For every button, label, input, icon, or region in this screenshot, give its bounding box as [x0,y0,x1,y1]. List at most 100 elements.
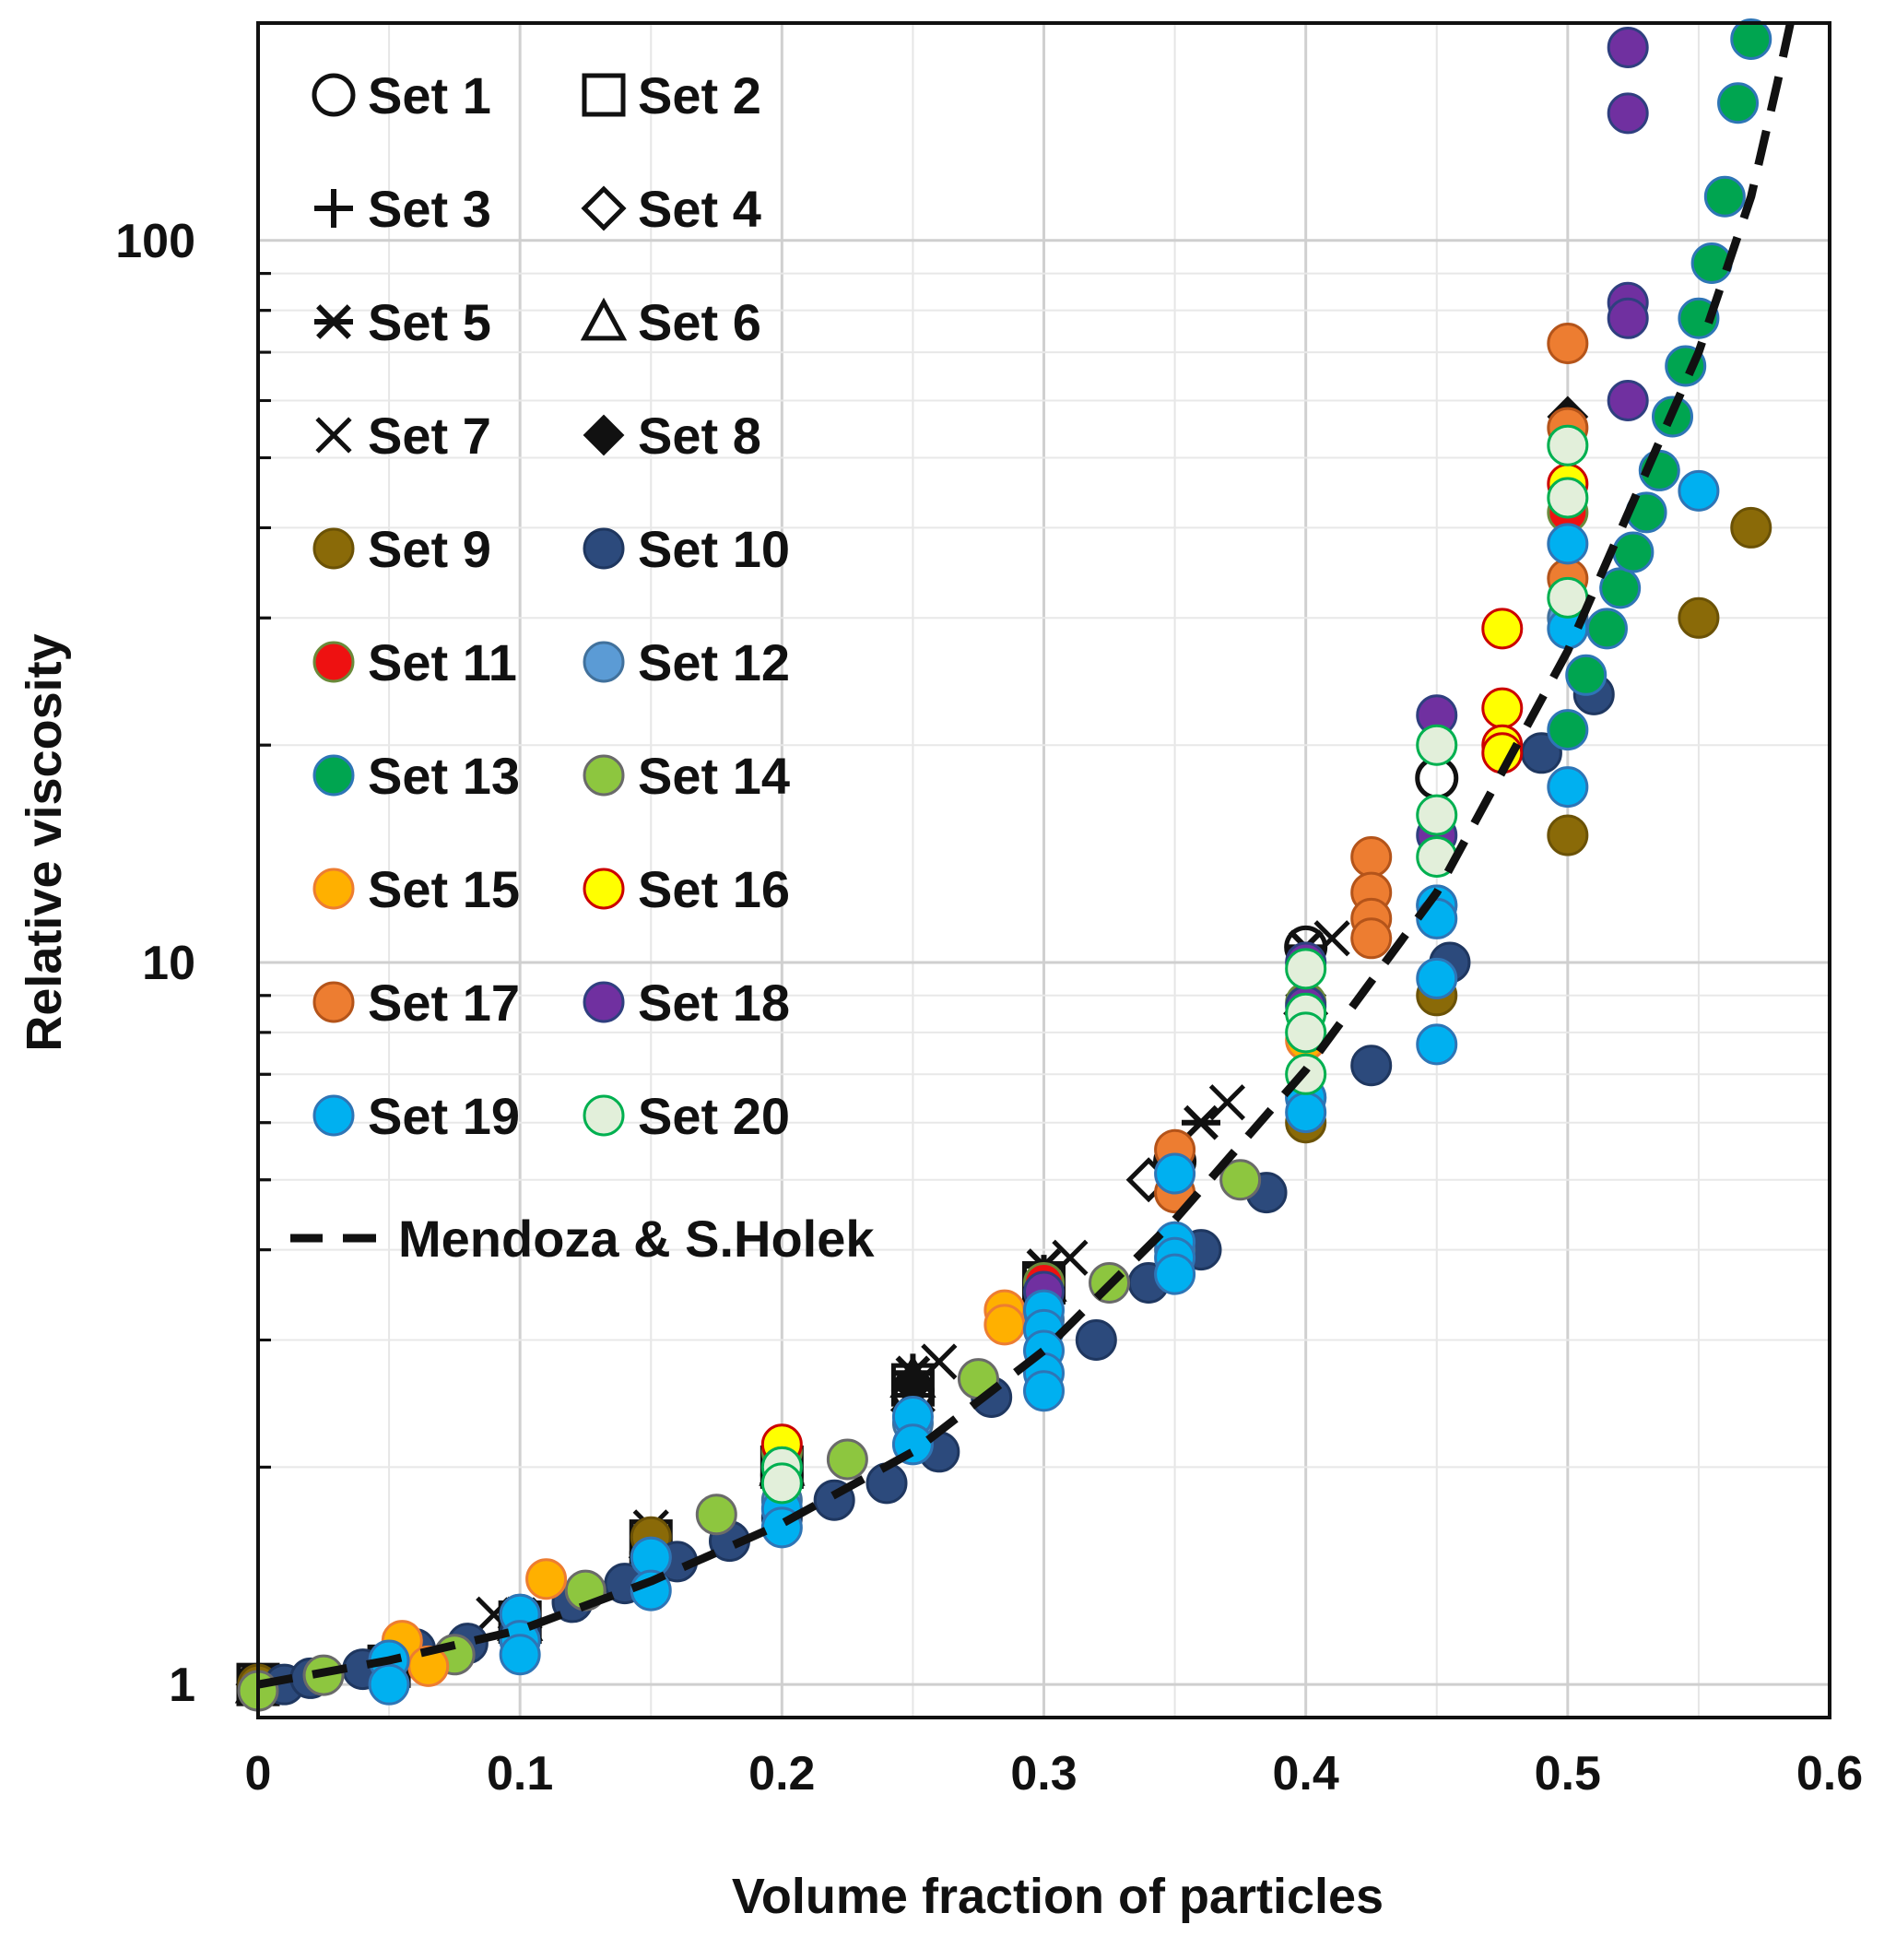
legend-marker [315,417,352,454]
data-point [1730,506,1772,549]
legend-label: Set 14 [638,747,790,805]
legend: Set 1 Set 2 Set 3 Set 4 Set 5 Set 6 Set 7 Set 8… [290,66,875,1268]
legend-marker [312,868,355,910]
legend-label: Set 20 [638,1087,790,1145]
data-point [983,1304,1026,1346]
data-point [760,1462,803,1505]
legend-entry: Set 1 [312,66,491,124]
x-tick-label: 0 [245,1747,272,1801]
legend-entry: Set 16 [583,860,790,918]
legend-label: Set 9 [368,520,491,578]
legend-label: Set 1 [368,66,491,124]
data-point [1154,1253,1196,1295]
data-point [1547,766,1589,809]
plot-frame [256,21,1831,1719]
legend-entry: Mendoza & S.Holek [290,1210,875,1268]
legend-marker [312,754,355,797]
data-point [1285,948,1327,990]
legend-entry: Set 12 [583,633,790,691]
data-point [1416,957,1458,999]
x-tick-label: 0.4 [1273,1747,1339,1801]
legend-marker [581,185,627,231]
data-point [1678,469,1720,512]
data-point [1607,297,1649,339]
data-point [1612,531,1655,573]
series-set-19 [368,469,1720,1706]
legend-entry: Set 11 [312,633,517,691]
legend-label: Set 11 [368,633,517,691]
data-point [695,1494,737,1536]
data-point [1678,297,1720,339]
x-tick-label: 0.3 [1010,1747,1077,1801]
legend-marker [583,527,625,570]
x-axis-tick-labels: 0 0.1 0.2 0.3 0.4 0.5 0.6 [245,1747,1864,1801]
data-point [1416,724,1458,766]
data-point [1285,1092,1327,1134]
data-point [1481,687,1524,729]
data-point [1350,836,1393,879]
model-curve [257,22,1795,1689]
legend-label: Set 8 [638,407,761,465]
legend-entry: Set 9 [312,520,491,578]
data-point [1416,1023,1458,1066]
x-tick-label: 0.5 [1535,1747,1601,1801]
data-point [1208,1084,1246,1121]
data-point [1678,596,1720,639]
legend-label: Set 7 [368,407,491,465]
data-point [1547,424,1589,466]
gridlines [258,22,1830,1718]
x-axis-title: Volume fraction of particles [732,1869,1384,1924]
legend-marker [583,641,625,683]
x-tick-label: 0.6 [1796,1747,1863,1801]
legend-marker [582,73,626,117]
legend-label: Set 2 [638,66,761,124]
mendoza-holek-curve [257,22,1795,1689]
data-point [921,1343,958,1380]
legend-label: Set 13 [368,747,520,805]
data-point [1481,608,1524,650]
x-tick-label: 0.2 [748,1747,815,1801]
legend-marker [583,754,625,797]
legend-marker [312,641,355,683]
legend-entry: Set 5 [314,293,491,351]
legend-entry: Set 19 [312,1087,520,1145]
data-point [1023,1370,1065,1412]
legend-label: Set 19 [368,1087,520,1145]
data-point [1607,92,1649,135]
y-axis-minor-ticks [258,21,271,1469]
x-tick-label: 0.1 [487,1747,553,1801]
legend-marker [583,868,625,910]
data-series [234,18,1772,1712]
legend-label: Set 5 [368,293,491,351]
data-point [1075,1318,1117,1361]
legend-label: Set 16 [638,860,790,918]
legend-marker [312,73,356,117]
data-point [1350,917,1393,960]
data-point [1547,814,1589,856]
data-point [1703,175,1746,218]
legend-entry: Set 17 [312,974,520,1032]
legend-entry: Set 6 [580,293,761,351]
legend-marker [583,1094,625,1137]
data-point [1285,1011,1327,1054]
y-tick-label: 100 [115,215,195,268]
data-point [1585,608,1628,650]
y-tick-label: 1 [169,1659,195,1712]
data-point [1154,1152,1196,1195]
legend-entry: Set 15 [312,860,520,918]
y-axis-title: Relative viscosity [17,633,72,1051]
y-tick-label: 10 [142,937,195,990]
data-point [1547,323,1589,365]
data-point [499,1634,541,1676]
legend-label: Set 6 [638,293,761,351]
legend-entry: Set 13 [312,747,520,805]
data-point [1052,1239,1089,1276]
legend-entry: Set 3 [314,180,491,238]
data-point [525,1558,568,1600]
legend-marker [314,189,353,228]
data-point [1607,27,1649,69]
data-point [1350,1045,1393,1087]
data-point [826,1438,868,1481]
